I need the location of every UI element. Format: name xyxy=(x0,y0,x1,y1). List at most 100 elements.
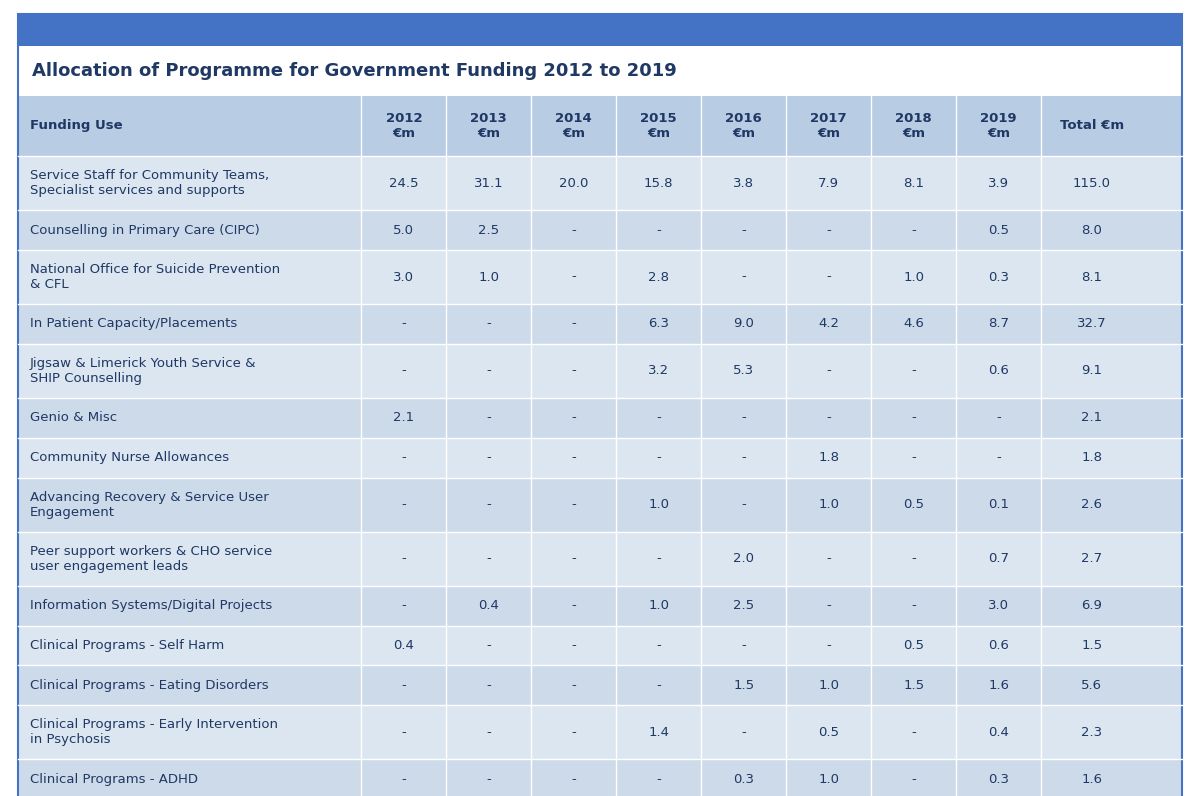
Text: -: - xyxy=(827,365,832,377)
Text: -: - xyxy=(486,318,491,330)
Text: 2.1: 2.1 xyxy=(394,412,414,424)
Text: In Patient Capacity/Placements: In Patient Capacity/Placements xyxy=(30,318,238,330)
Text: 1.0: 1.0 xyxy=(648,498,670,511)
Text: 1.6: 1.6 xyxy=(988,679,1009,692)
Text: 2014
€m: 2014 €m xyxy=(556,111,592,140)
Text: 3.2: 3.2 xyxy=(648,365,670,377)
Text: -: - xyxy=(402,679,407,692)
Text: -: - xyxy=(402,318,407,330)
Text: 9.1: 9.1 xyxy=(1081,365,1103,377)
Text: -: - xyxy=(827,639,832,652)
Text: -: - xyxy=(571,639,576,652)
Text: -: - xyxy=(911,365,916,377)
Bar xyxy=(18,304,1182,344)
Text: 3.8: 3.8 xyxy=(733,177,755,189)
Text: 0.1: 0.1 xyxy=(988,498,1009,511)
Text: 8.7: 8.7 xyxy=(988,318,1009,330)
Text: Allocation of Programme for Government Funding 2012 to 2019: Allocation of Programme for Government F… xyxy=(32,62,677,80)
Text: 2.1: 2.1 xyxy=(1081,412,1103,424)
Bar xyxy=(18,532,1182,586)
Text: -: - xyxy=(486,773,491,786)
Text: 6.9: 6.9 xyxy=(1081,599,1103,612)
Bar xyxy=(18,14,1182,46)
Text: -: - xyxy=(486,679,491,692)
Text: 2012
€m: 2012 €m xyxy=(385,111,422,140)
Text: -: - xyxy=(656,224,661,236)
Text: 24.5: 24.5 xyxy=(389,177,419,189)
Text: -: - xyxy=(402,552,407,565)
Text: -: - xyxy=(911,552,916,565)
Bar xyxy=(18,586,1182,626)
Text: 1.0: 1.0 xyxy=(648,599,670,612)
Text: 32.7: 32.7 xyxy=(1076,318,1106,330)
Text: Clinical Programs - ADHD: Clinical Programs - ADHD xyxy=(30,773,198,786)
Text: 2.5: 2.5 xyxy=(479,224,499,236)
Text: 1.5: 1.5 xyxy=(1081,639,1103,652)
Text: 0.3: 0.3 xyxy=(733,773,755,786)
Text: 20.0: 20.0 xyxy=(559,177,588,189)
Text: 2.0: 2.0 xyxy=(733,552,755,565)
Text: -: - xyxy=(486,498,491,511)
Text: -: - xyxy=(571,726,576,739)
Text: 1.6: 1.6 xyxy=(1081,773,1103,786)
Text: 1.8: 1.8 xyxy=(818,451,839,464)
Text: 5.6: 5.6 xyxy=(1081,679,1103,692)
Text: 0.4: 0.4 xyxy=(394,639,414,652)
Text: Total €m: Total €m xyxy=(1060,119,1124,132)
Text: Counselling in Primary Care (CIPC): Counselling in Primary Care (CIPC) xyxy=(30,224,259,236)
Text: 3.9: 3.9 xyxy=(988,177,1009,189)
Text: Advancing Recovery & Service User
Engagement: Advancing Recovery & Service User Engage… xyxy=(30,490,269,519)
Text: -: - xyxy=(911,773,916,786)
Text: -: - xyxy=(742,224,746,236)
Text: 0.6: 0.6 xyxy=(989,639,1009,652)
Text: 0.5: 0.5 xyxy=(818,726,839,739)
Text: 31.1: 31.1 xyxy=(474,177,504,189)
Text: Clinical Programs - Self Harm: Clinical Programs - Self Harm xyxy=(30,639,224,652)
Text: 1.8: 1.8 xyxy=(1081,451,1103,464)
Text: Service Staff for Community Teams,
Specialist services and supports: Service Staff for Community Teams, Speci… xyxy=(30,169,269,197)
Text: Jigsaw & Limerick Youth Service &
SHIP Counselling: Jigsaw & Limerick Youth Service & SHIP C… xyxy=(30,357,257,385)
Bar xyxy=(18,438,1182,478)
Text: 2018
€m: 2018 €m xyxy=(895,111,932,140)
Text: 7.9: 7.9 xyxy=(818,177,839,189)
Text: 0.6: 0.6 xyxy=(989,365,1009,377)
Text: -: - xyxy=(571,552,576,565)
Text: 2017
€m: 2017 €m xyxy=(810,111,847,140)
Text: 0.4: 0.4 xyxy=(989,726,1009,739)
Text: -: - xyxy=(571,412,576,424)
Text: -: - xyxy=(571,224,576,236)
Text: 1.4: 1.4 xyxy=(648,726,670,739)
Text: 1.5: 1.5 xyxy=(733,679,755,692)
Text: Genio & Misc: Genio & Misc xyxy=(30,412,118,424)
Text: 1.0: 1.0 xyxy=(818,498,839,511)
Bar xyxy=(18,626,1182,665)
Text: 2.6: 2.6 xyxy=(1081,498,1103,511)
Text: 3.0: 3.0 xyxy=(988,599,1009,612)
Text: Community Nurse Allowances: Community Nurse Allowances xyxy=(30,451,229,464)
Bar xyxy=(18,398,1182,438)
Text: -: - xyxy=(911,599,916,612)
Text: 5.3: 5.3 xyxy=(733,365,755,377)
Text: 0.3: 0.3 xyxy=(988,271,1009,283)
Bar xyxy=(18,705,1182,759)
Text: 2.3: 2.3 xyxy=(1081,726,1103,739)
Text: 8.1: 8.1 xyxy=(1081,271,1103,283)
Text: 8.1: 8.1 xyxy=(904,177,924,189)
Text: 6.3: 6.3 xyxy=(648,318,670,330)
Bar xyxy=(18,250,1182,304)
Text: -: - xyxy=(486,451,491,464)
Text: -: - xyxy=(486,365,491,377)
Text: 3.0: 3.0 xyxy=(394,271,414,283)
Text: 15.8: 15.8 xyxy=(644,177,673,189)
Text: -: - xyxy=(656,679,661,692)
Bar xyxy=(18,665,1182,705)
Text: National Office for Suicide Prevention
& CFL: National Office for Suicide Prevention &… xyxy=(30,263,280,291)
Text: -: - xyxy=(742,639,746,652)
Text: -: - xyxy=(742,726,746,739)
Text: -: - xyxy=(486,412,491,424)
Bar xyxy=(18,478,1182,532)
Text: -: - xyxy=(911,412,916,424)
Text: -: - xyxy=(402,498,407,511)
Text: 0.5: 0.5 xyxy=(904,498,924,511)
Text: 0.7: 0.7 xyxy=(988,552,1009,565)
